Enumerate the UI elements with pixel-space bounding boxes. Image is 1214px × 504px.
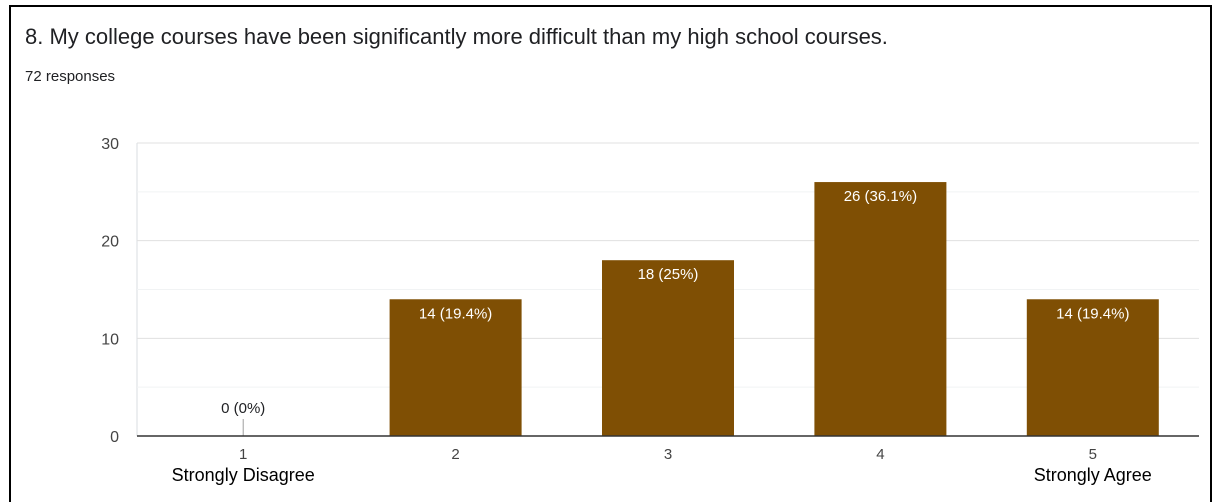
y-tick-label: 0 — [110, 429, 119, 446]
bar-chart: 0 10 20 30 0 (0%) 1 Strongly Disagree 14 (19.4%… — [101, 136, 1199, 485]
y-tick-label: 30 — [101, 136, 119, 153]
bar-3 — [602, 260, 734, 436]
x-tick-label: 3 — [664, 446, 672, 463]
bar-4 — [814, 182, 947, 436]
x-category-sublabel: Strongly Agree — [1034, 465, 1152, 485]
bar-value-label: 18 (25%) — [638, 266, 699, 283]
bar-value-label: 26 (36.1%) — [844, 188, 917, 205]
y-tick-label: 10 — [101, 331, 119, 348]
x-tick-label: 1 — [239, 446, 247, 463]
question-title: 8. My college courses have been signific… — [25, 24, 888, 49]
x-tick-label: 5 — [1089, 446, 1097, 463]
x-category-sublabel: Strongly Disagree — [172, 465, 315, 485]
y-tick-label: 20 — [101, 234, 119, 251]
bar-2 — [389, 299, 522, 436]
response-count: 72 responses — [25, 68, 116, 85]
bar-value-label: 14 (19.4%) — [419, 305, 492, 322]
x-tick-label: 4 — [876, 446, 884, 463]
bar-value-label: 14 (19.4%) — [1056, 305, 1129, 322]
bar-5 — [1026, 299, 1159, 436]
x-tick-label: 2 — [451, 446, 459, 463]
bar-value-label: 0 (0%) — [221, 400, 265, 417]
chart-card: 8. My college courses have been signific… — [9, 5, 1212, 502]
